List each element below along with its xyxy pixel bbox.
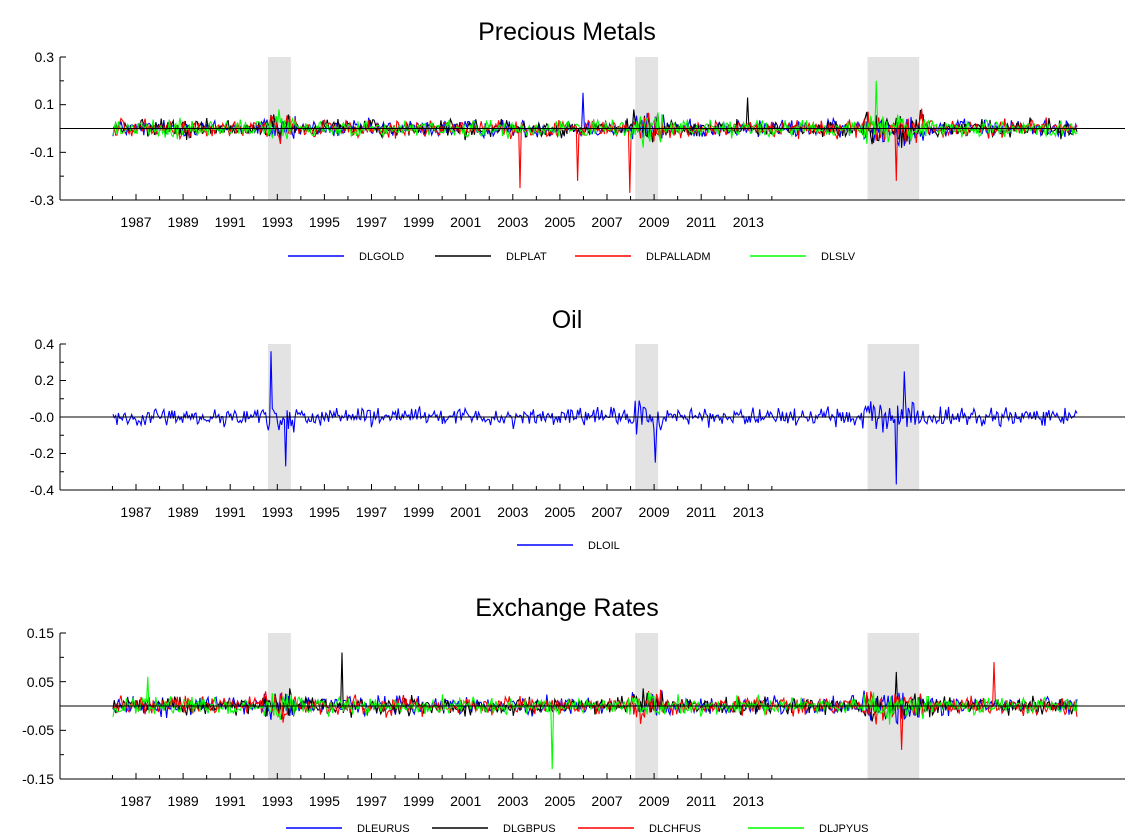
x-tick-label: 1995 (309, 793, 340, 809)
series-line-dlpalladm (112, 108, 1078, 193)
x-tick-label: 1987 (120, 504, 151, 520)
x-tick-label: 2013 (733, 214, 764, 230)
legend-label: DLSLV (821, 251, 856, 263)
y-tick-label: 0.1 (35, 96, 55, 112)
x-tick-label: 1995 (309, 214, 340, 230)
legend-label: DLEURUS (357, 823, 410, 835)
x-tick-label: 1993 (262, 214, 293, 230)
chart-title: Oil (552, 306, 583, 334)
x-tick-label: 1991 (215, 214, 246, 230)
x-tick-label: 2007 (591, 504, 622, 520)
y-tick-label: 0.15 (27, 625, 54, 641)
y-tick-label: 0.3 (35, 49, 55, 65)
y-tick-label: -0.0 (30, 409, 54, 425)
x-tick-label: 2009 (639, 793, 670, 809)
chart-panel: Precious Metals 0.3 0.1 -0.1 -0.3 1987 1989 199… (30, 18, 1125, 263)
x-tick-label: 2013 (733, 793, 764, 809)
x-tick-label: 1999 (403, 504, 434, 520)
x-tick-label: 1989 (168, 504, 199, 520)
x-tick-label: 1993 (262, 793, 293, 809)
chart-title: Exchange Rates (475, 594, 658, 622)
x-tick-label: 1991 (215, 793, 246, 809)
legend-label: DLOIL (588, 540, 620, 552)
legend-label: DLJPYUS (819, 823, 869, 835)
x-tick-label: 2011 (686, 214, 716, 230)
series-line-dlgold (112, 92, 1078, 148)
series-line-dljpyus (112, 676, 1078, 770)
y-tick-label: -0.4 (30, 482, 54, 498)
x-tick-label: 1991 (215, 504, 246, 520)
x-tick-label: 1989 (168, 214, 199, 230)
x-tick-label: 1993 (262, 504, 293, 520)
x-tick-label: 2013 (733, 504, 764, 520)
chart-panel: Exchange Rates 0.15 0.05 -0.05 -0.15 1987 1989… (22, 594, 1125, 835)
legend-label: DLGBPUS (503, 823, 556, 835)
series-line-dlslv (112, 80, 1078, 148)
chart-title: Precious Metals (478, 18, 656, 46)
x-tick-label: 1987 (120, 793, 151, 809)
x-tick-label: 2007 (591, 793, 622, 809)
x-tick-label: 2007 (591, 214, 622, 230)
x-tick-label: 2005 (544, 214, 575, 230)
chart-panel: Oil 0.4 0.2 -0.0 -0.2 -0.4 1987 1989 1991 1993 199… (30, 306, 1125, 552)
x-tick-label: 2001 (450, 504, 481, 520)
x-tick-label: 2001 (450, 793, 481, 809)
x-tick-label: 1989 (168, 793, 199, 809)
legend-label: DLGOLD (359, 251, 404, 263)
x-tick-label: 2005 (544, 793, 575, 809)
legend-label: DLCHFUS (649, 823, 701, 835)
x-tick-label: 1987 (120, 214, 151, 230)
x-tick-label: 2005 (544, 504, 575, 520)
x-tick-label: 2003 (497, 214, 528, 230)
x-tick-label: 1997 (356, 504, 387, 520)
y-tick-label: 0.4 (35, 336, 55, 352)
y-tick-label: -0.15 (22, 771, 54, 787)
x-tick-label: 1999 (403, 793, 434, 809)
y-tick-label: -0.1 (30, 144, 54, 160)
x-tick-label: 2011 (686, 793, 716, 809)
x-tick-label: 2011 (686, 504, 716, 520)
x-tick-label: 1997 (356, 793, 387, 809)
series-line-dloil (112, 351, 1078, 485)
x-tick-label: 2009 (639, 504, 670, 520)
x-tick-label: 2001 (450, 214, 481, 230)
legend-label: DLPALLADM (646, 251, 711, 263)
x-tick-label: 2003 (497, 793, 528, 809)
x-tick-label: 1999 (403, 214, 434, 230)
x-tick-label: 1995 (309, 504, 340, 520)
x-tick-label: 2009 (639, 214, 670, 230)
legend-label: DLPLAT (506, 251, 547, 263)
x-tick-label: 2003 (497, 504, 528, 520)
y-tick-label: 0.05 (27, 674, 54, 690)
y-tick-label: -0.05 (22, 722, 54, 738)
y-tick-label: -0.3 (30, 192, 54, 208)
y-tick-label: -0.2 (30, 445, 54, 461)
x-tick-label: 1997 (356, 214, 387, 230)
y-tick-label: 0.2 (35, 372, 55, 388)
